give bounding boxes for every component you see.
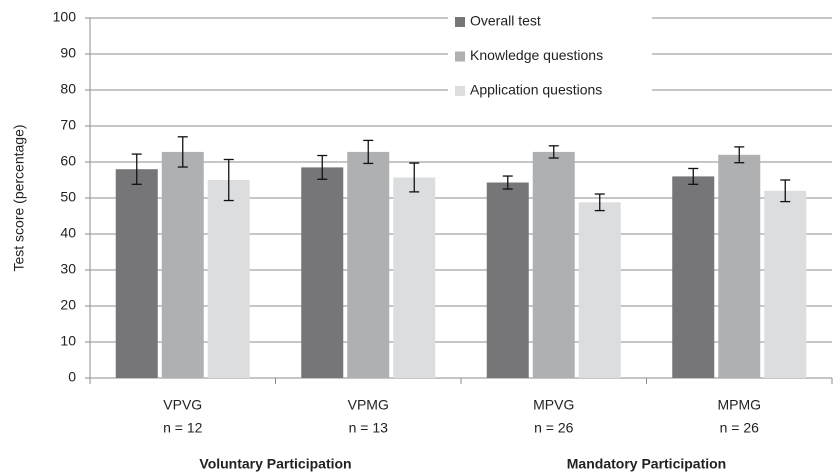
bar: [578, 202, 621, 378]
legend-background: [448, 8, 652, 110]
legend-swatch: [455, 86, 465, 96]
y-tick-label: 40: [60, 225, 76, 241]
error-bar: [317, 154, 328, 180]
bar: [486, 182, 529, 378]
x-tick-label: VPVG: [163, 397, 202, 413]
y-tick-label: 30: [60, 261, 76, 277]
error-bar: [780, 179, 791, 203]
bar: [207, 180, 250, 378]
bar: [115, 169, 158, 378]
x-tick-label: MPVG: [533, 397, 574, 413]
y-tick-label: 60: [60, 153, 76, 169]
bar: [672, 176, 715, 378]
error-bar: [502, 175, 513, 190]
y-tick-label: 20: [60, 297, 76, 313]
group-label: Voluntary Participation: [199, 456, 351, 472]
group-label: Mandatory Participation: [567, 456, 726, 472]
y-axis-label: Test score (percentage): [11, 124, 27, 271]
error-bar: [409, 162, 420, 193]
error-bar: [177, 136, 188, 168]
y-tick-label: 100: [53, 9, 77, 25]
x-tick-sublabel: n = 26: [534, 420, 574, 436]
legend-swatch: [455, 51, 465, 62]
bar: [161, 151, 204, 378]
y-tick-label: 50: [60, 189, 76, 205]
legend-label: Knowledge questions: [470, 47, 603, 63]
legend-label: Overall test: [470, 13, 541, 29]
x-tick-label: VPMG: [348, 397, 389, 413]
error-bar: [223, 158, 234, 202]
bar: [532, 151, 575, 378]
bar: [393, 177, 436, 378]
error-bar: [688, 167, 699, 185]
x-tick-label: MPMG: [717, 397, 761, 413]
y-tick-label: 90: [60, 45, 76, 61]
bar: [301, 167, 344, 378]
error-bar: [363, 139, 374, 165]
bar: [764, 190, 807, 378]
bar: [347, 151, 390, 378]
y-tick-label: 80: [60, 81, 76, 97]
x-tick-sublabel: n = 13: [349, 420, 389, 436]
error-bar: [548, 145, 559, 159]
bar: [718, 154, 761, 378]
legend-swatch: [455, 17, 465, 27]
error-bar: [594, 193, 605, 212]
y-tick-label: 0: [68, 369, 76, 385]
legend: Overall test Knowledge questions Applicati…: [448, 8, 652, 110]
error-bar: [734, 146, 745, 164]
error-bar: [131, 153, 142, 185]
x-tick-sublabel: n = 12: [163, 420, 203, 436]
legend-label: Application questions: [470, 82, 602, 98]
y-tick-label: 70: [60, 117, 76, 133]
x-tick-sublabel: n = 26: [720, 420, 760, 436]
y-tick-label: 10: [60, 333, 76, 349]
